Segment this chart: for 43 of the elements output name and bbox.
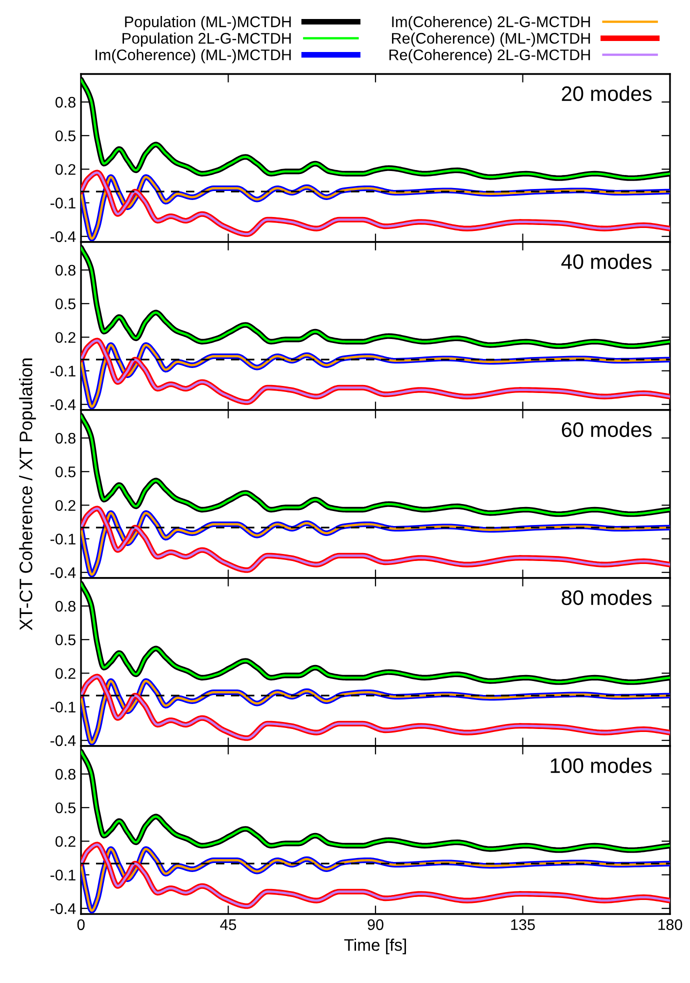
legend-label: Re(Coherence) (ML-)MCTDH — [392, 32, 590, 47]
y-tick-label: 0.5 — [56, 802, 76, 814]
x-axis-title: Time [fs] — [344, 938, 406, 954]
y-tick-label: 0.8 — [56, 264, 76, 276]
legend-label: Im(Coherence) 2L-G-MCTDH — [392, 16, 590, 30]
y-tick-label: -0.1 — [50, 702, 76, 712]
y-tick-label: 0.2 — [56, 668, 76, 679]
annotation: 100 modes — [550, 758, 652, 774]
x-tick-label: 135 — [511, 919, 535, 930]
x-tick-label: 0 — [77, 919, 85, 930]
annotation: 20 modes — [562, 86, 652, 102]
legend-label: Re(Coherence) 2L-G-MCTDH — [389, 49, 590, 64]
y-tick-label: 0.8 — [56, 432, 76, 444]
legend-label: Im(Coherence) (ML-)MCTDH — [96, 49, 291, 64]
annotation: 60 modes — [562, 422, 652, 438]
y-tick-label: 0.2 — [56, 500, 76, 511]
y-tick-label: -0.1 — [50, 870, 76, 880]
y-tick-label: 0.2 — [56, 332, 76, 343]
y-tick-label: -0.1 — [50, 366, 76, 376]
y-tick-label: 0.5 — [56, 298, 76, 310]
y-tick-label: 0.8 — [56, 96, 76, 108]
y-tick-label: 0.5 — [56, 130, 76, 142]
x-tick-label: 45 — [220, 919, 236, 930]
y-tick-label: 0.5 — [56, 634, 76, 646]
y-tick-label: -0.1 — [50, 198, 76, 208]
annotation: 40 modes — [561, 254, 652, 270]
y-tick-label: -0.4 — [50, 231, 76, 242]
y-tick-label: -0.1 — [50, 534, 76, 544]
legend-label: Population (ML-)MCTDH — [125, 16, 291, 30]
x-tick-label: 180 — [658, 919, 682, 930]
y-tick-label: -0.4 — [50, 567, 76, 578]
y-tick-label: -0.4 — [50, 735, 76, 746]
y-tick-label: -0.4 — [50, 399, 76, 410]
y-tick-label: 0.2 — [56, 164, 76, 175]
y-axis-title: XT-CT Coherence / XT Population — [19, 358, 36, 630]
x-tick-label: 90 — [368, 919, 384, 930]
annotation: 80 modes — [562, 590, 652, 606]
y-tick-label: 0.8 — [56, 768, 76, 780]
y-tick-label: 0.2 — [56, 836, 76, 847]
y-tick-label: 0.5 — [56, 466, 76, 478]
y-tick-label: -0.4 — [50, 903, 76, 914]
legend-label: Population 2L-G-MCTDH — [122, 32, 291, 47]
y-tick-label: 0.8 — [56, 600, 76, 612]
